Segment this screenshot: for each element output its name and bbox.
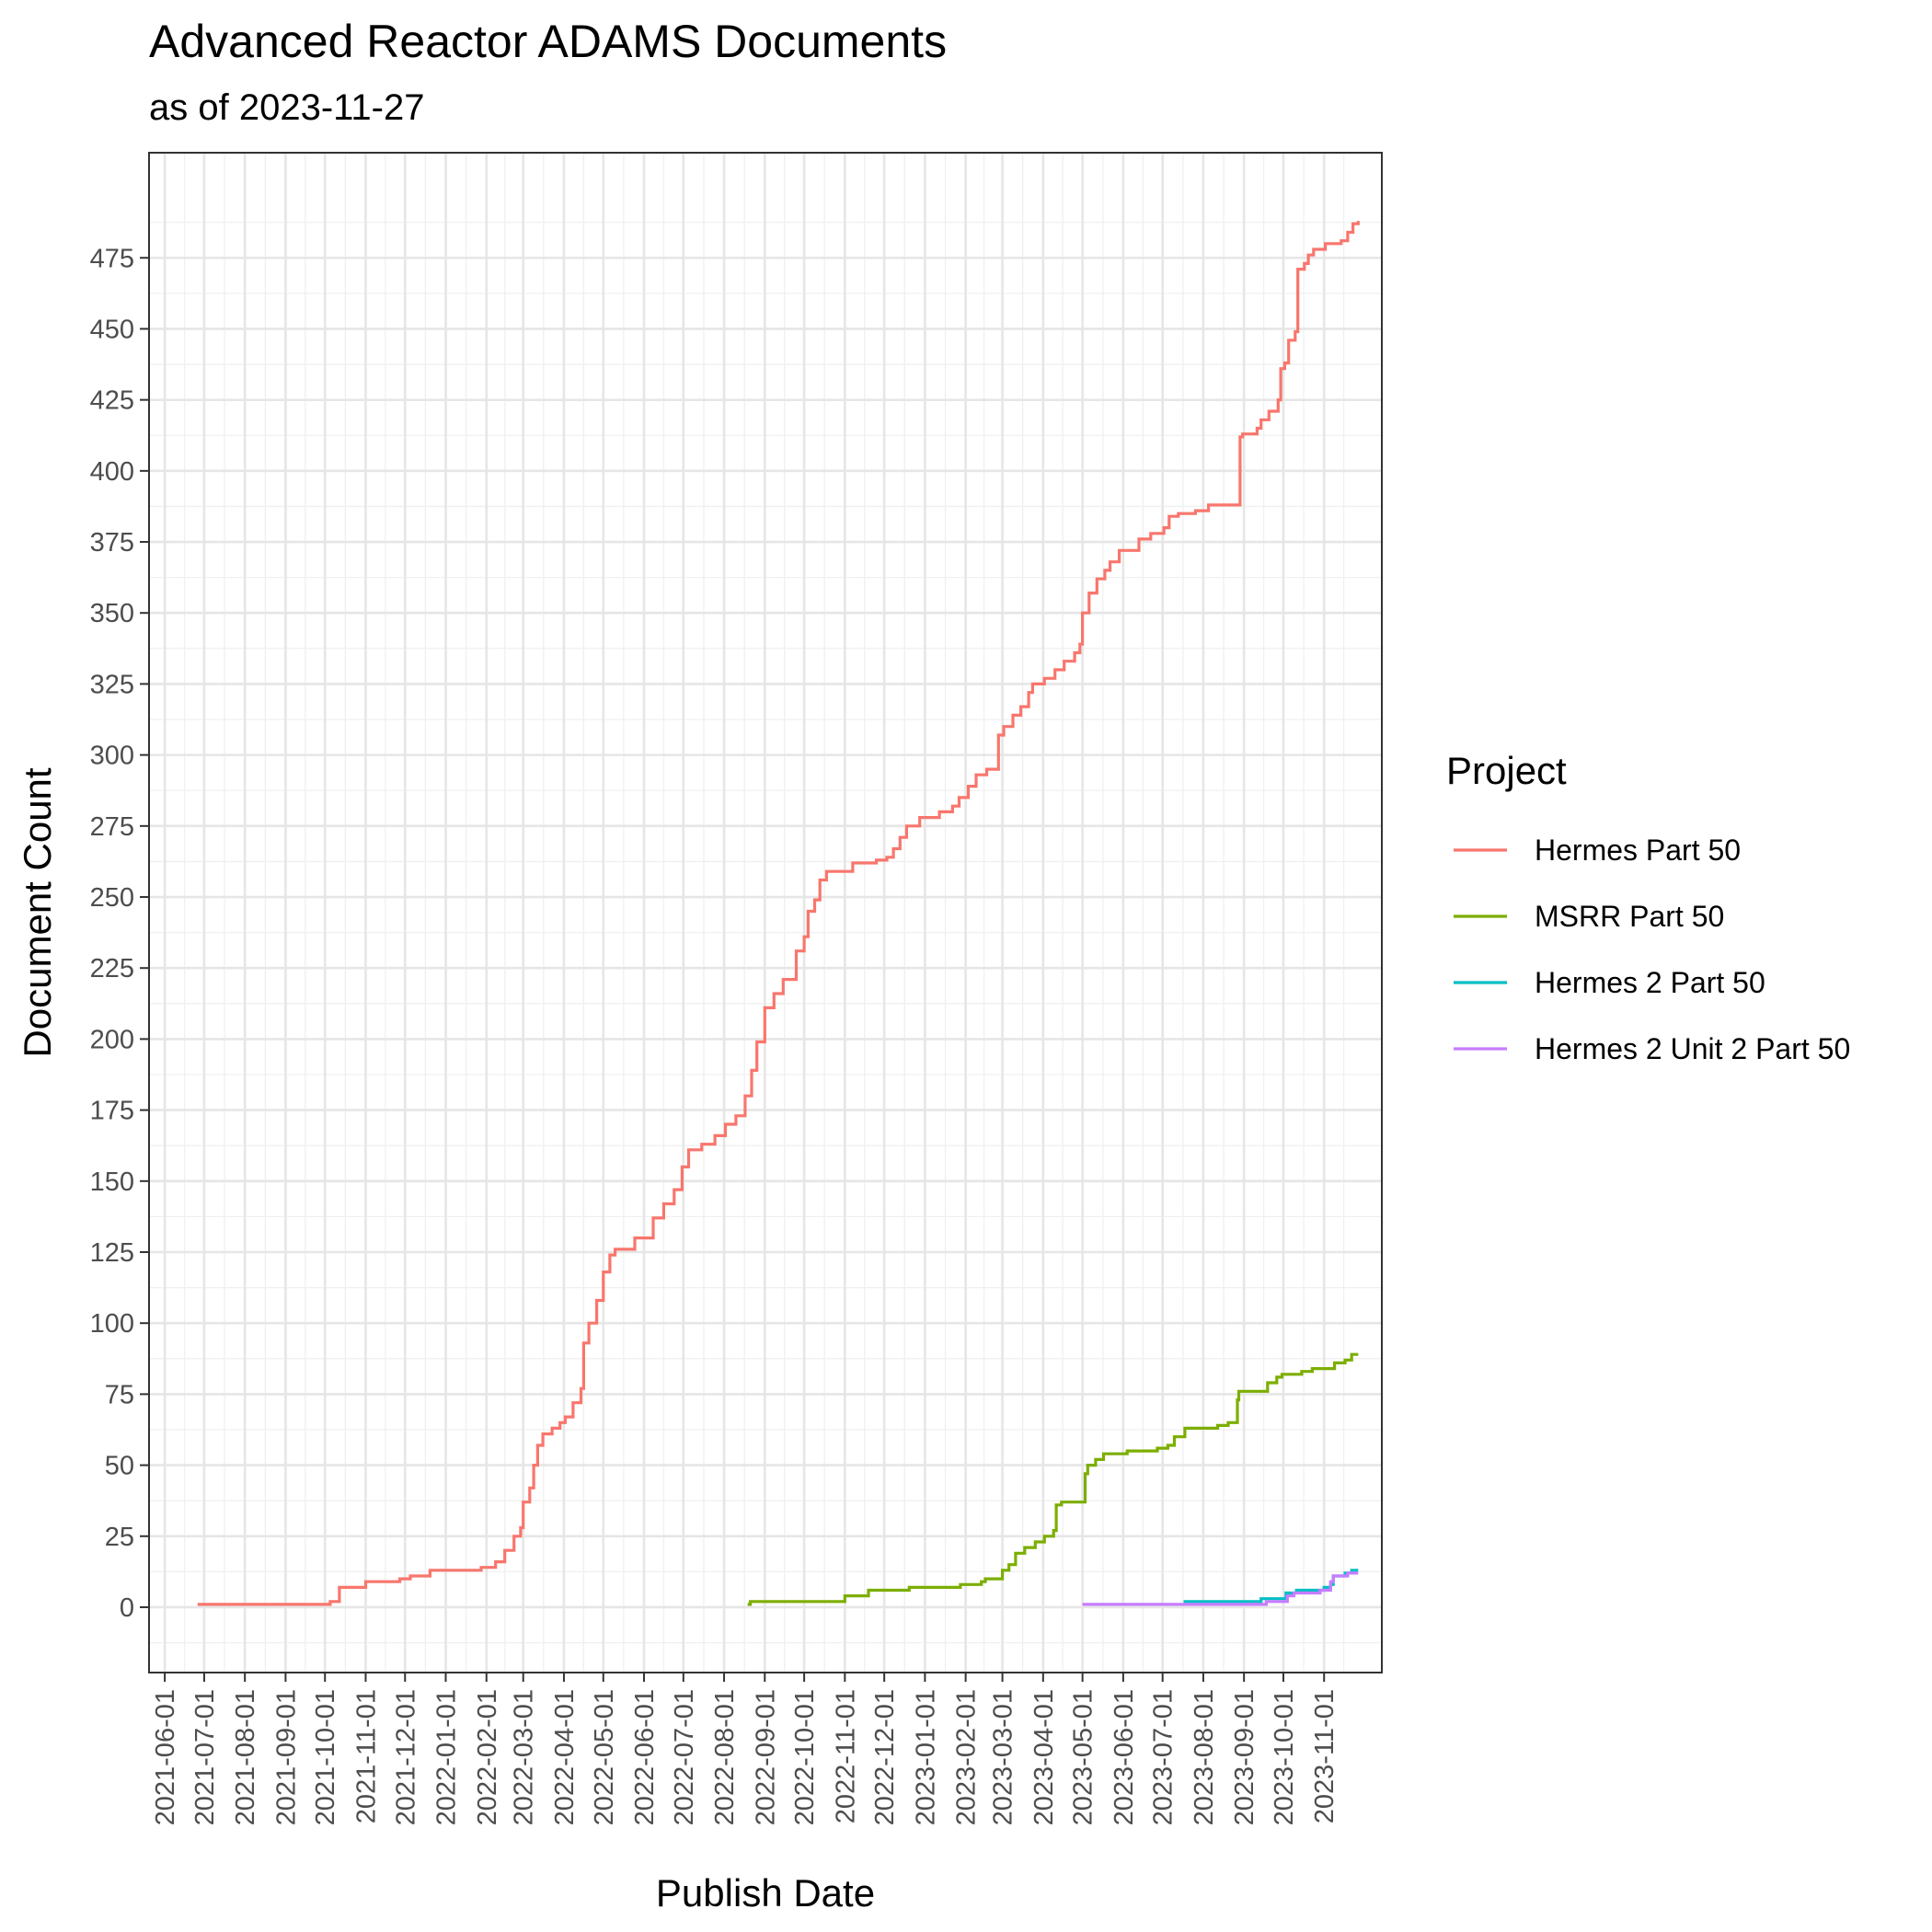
y-tick-label: 200: [90, 1025, 134, 1054]
chart-title: Advanced Reactor ADAMS Documents: [149, 16, 947, 67]
series-line-hermes-2-part-50: [1183, 1569, 1359, 1604]
legend-label: MSRR Part 50: [1535, 900, 1724, 933]
x-tick-label: 2023-10-01: [1270, 1689, 1299, 1825]
legend-label: Hermes Part 50: [1535, 834, 1741, 867]
x-tick-label: 2022-04-01: [550, 1689, 580, 1825]
x-tick-label: 2021-10-01: [311, 1689, 340, 1825]
y-tick-label: 50: [105, 1452, 134, 1481]
x-tick-label: 2022-12-01: [870, 1689, 900, 1825]
x-tick-label: 2021-09-01: [271, 1689, 301, 1825]
x-tick-label: 2021-08-01: [231, 1689, 260, 1825]
x-tick-label: 2023-08-01: [1190, 1689, 1219, 1825]
y-tick-label: 175: [90, 1097, 134, 1126]
legend-item: Hermes 2 Unit 2 Part 50: [1454, 1032, 1850, 1065]
y-tick-label: 400: [90, 457, 134, 487]
legend-label: Hermes 2 Unit 2 Part 50: [1535, 1032, 1850, 1065]
y-tick-label: 475: [90, 244, 134, 273]
y-tick-label: 225: [90, 954, 134, 983]
y-tick-label: 425: [90, 386, 134, 416]
y-axis-title: Document Count: [16, 767, 59, 1057]
x-tick-label: 2021-07-01: [190, 1689, 220, 1825]
y-tick-label: 150: [90, 1167, 134, 1197]
y-tick-label: 100: [90, 1309, 134, 1339]
x-tick-label: 2023-03-01: [989, 1689, 1018, 1825]
y-tick-label: 350: [90, 599, 134, 628]
x-tick-label: 2022-02-01: [473, 1689, 502, 1825]
series-line-msrr-part-50: [747, 1352, 1359, 1606]
x-tick-label: 2023-11-01: [1310, 1689, 1340, 1823]
grid-major: [149, 153, 1382, 1673]
x-tick-label: 2021-12-01: [391, 1689, 420, 1825]
legend-items: Hermes Part 50 MSRR Part 50 Hermes 2 Part …: [1454, 834, 1850, 1065]
x-tick-label: 2021-06-01: [151, 1689, 180, 1825]
x-tick-label: 2023-06-01: [1110, 1689, 1139, 1825]
y-tick-label: 75: [105, 1380, 134, 1409]
x-tick-label: 2022-11-01: [831, 1689, 860, 1823]
x-tick-label: 2022-01-01: [432, 1689, 462, 1825]
y-tick-label: 25: [105, 1523, 134, 1552]
x-tick-label: 2023-01-01: [911, 1689, 940, 1825]
y-axis: 0 25 50 75 100 125 150 175 200 225 250 275 300 325 350…: [90, 244, 149, 1623]
chart-subtitle: as of 2023-11-27: [149, 87, 424, 128]
x-tick-label: 2023-05-01: [1069, 1689, 1098, 1825]
x-tick-label: 2023-02-01: [952, 1689, 982, 1825]
y-tick-label: 300: [90, 742, 134, 771]
plot-panel: [148, 152, 1383, 1673]
x-tick-label: 2022-10-01: [790, 1689, 820, 1825]
legend-title: Project: [1446, 749, 1567, 792]
series-line-hermes-2-unit-2-part-50: [1082, 1571, 1359, 1606]
x-tick-label: 2022-05-01: [590, 1689, 619, 1825]
y-tick-label: 325: [90, 670, 134, 699]
series-layer: [197, 221, 1360, 1606]
x-tick-label: 2022-07-01: [670, 1689, 699, 1825]
legend-item: MSRR Part 50: [1454, 900, 1724, 933]
y-tick-label: 375: [90, 528, 134, 558]
y-tick-label: 250: [90, 883, 134, 913]
legend-item: Hermes Part 50: [1454, 834, 1741, 867]
x-tick-label: 2022-06-01: [630, 1689, 660, 1825]
y-tick-label: 275: [90, 812, 134, 842]
y-tick-label: 125: [90, 1238, 134, 1268]
x-tick-label: 2023-04-01: [1029, 1689, 1059, 1825]
x-tick-label: 2022-03-01: [510, 1689, 539, 1825]
x-tick-label: 2021-11-01: [351, 1689, 381, 1823]
y-tick-label: 450: [90, 315, 134, 344]
x-tick-label: 2022-08-01: [710, 1689, 740, 1825]
x-tick-label: 2022-09-01: [751, 1689, 780, 1825]
y-tick-label: 0: [120, 1593, 134, 1623]
series-line-hermes-part-50: [197, 221, 1360, 1606]
legend-label: Hermes 2 Part 50: [1535, 966, 1765, 999]
x-tick-label: 2023-07-01: [1149, 1689, 1179, 1825]
x-axis-title: Publish Date: [656, 1871, 875, 1915]
x-axis: 2021-06-01 2021-07-01 2021-08-01 2021-09-01…: [151, 1673, 1340, 1825]
grid-minor: [149, 153, 1382, 1673]
legend-item: Hermes 2 Part 50: [1454, 966, 1765, 999]
x-tick-label: 2023-09-01: [1230, 1689, 1259, 1825]
